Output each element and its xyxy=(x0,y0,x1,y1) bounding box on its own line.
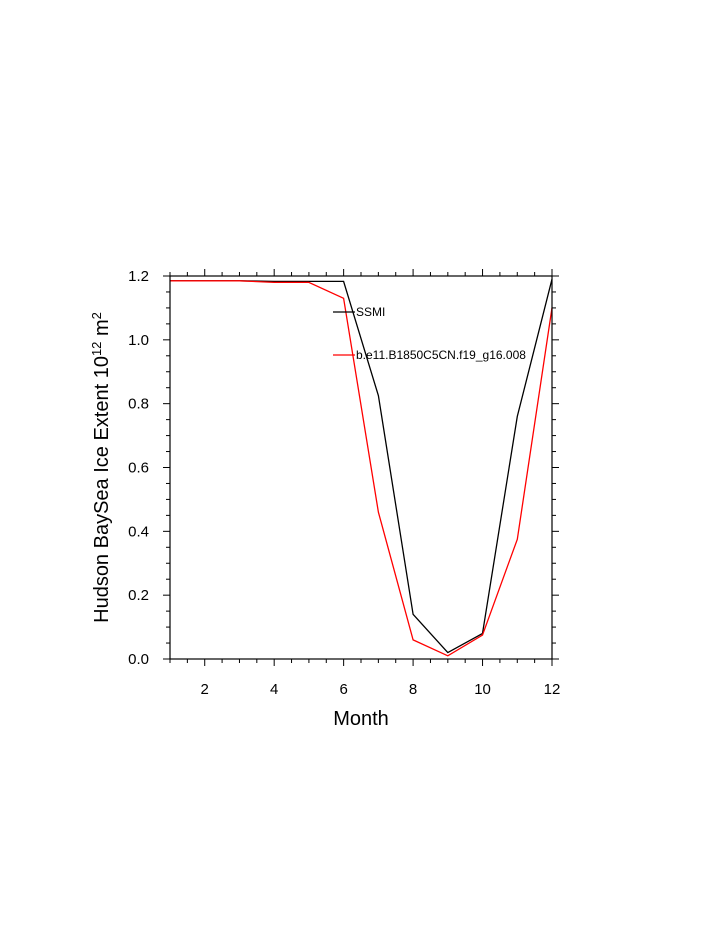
y-tick-label: 1.2 xyxy=(128,268,149,285)
x-tick-label: 2 xyxy=(201,681,209,698)
x-tick-label: 10 xyxy=(474,681,491,698)
legend: SSMI b.e11.B1850C5CN.f19_g16.008 xyxy=(333,305,526,362)
y-tick-label: 1.0 xyxy=(128,332,149,349)
x-tick-label: 12 xyxy=(544,681,561,698)
plot-series xyxy=(170,279,553,657)
legend-label-2: b.e11.B1850C5CN.f19_g16.008 xyxy=(356,348,526,362)
x-tick-label: 8 xyxy=(409,681,417,698)
y-axis-title-main: Hudson BaySea Ice Extent 10 xyxy=(91,356,113,623)
y-tick-label: 0.8 xyxy=(128,396,149,413)
x-axis-title: Month xyxy=(333,708,389,730)
y-axis-title-unit: m xyxy=(91,319,113,341)
y-axis-title-exponent-1: 12 xyxy=(89,342,104,356)
x-tick-label: 6 xyxy=(339,681,347,698)
series-line-2 xyxy=(170,280,553,657)
axis-ticks: 2 4 6 8 10 12 0.0 0.2 0.4 0.6 0.8 1.0 1.2 xyxy=(128,268,560,698)
y-axis-title: Hudson BaySea Ice Extent 1012 m2 xyxy=(89,312,114,623)
x-tick-label: 4 xyxy=(270,681,278,698)
series-line-1 xyxy=(170,279,553,654)
y-tick-label: 0.0 xyxy=(128,651,149,668)
y-tick-label: 0.6 xyxy=(128,460,149,477)
y-tick-label: 0.2 xyxy=(128,587,149,604)
y-tick-label: 0.4 xyxy=(128,523,149,540)
y-axis-title-exponent-2: 2 xyxy=(89,312,104,319)
legend-label-1: SSMI xyxy=(356,305,385,319)
